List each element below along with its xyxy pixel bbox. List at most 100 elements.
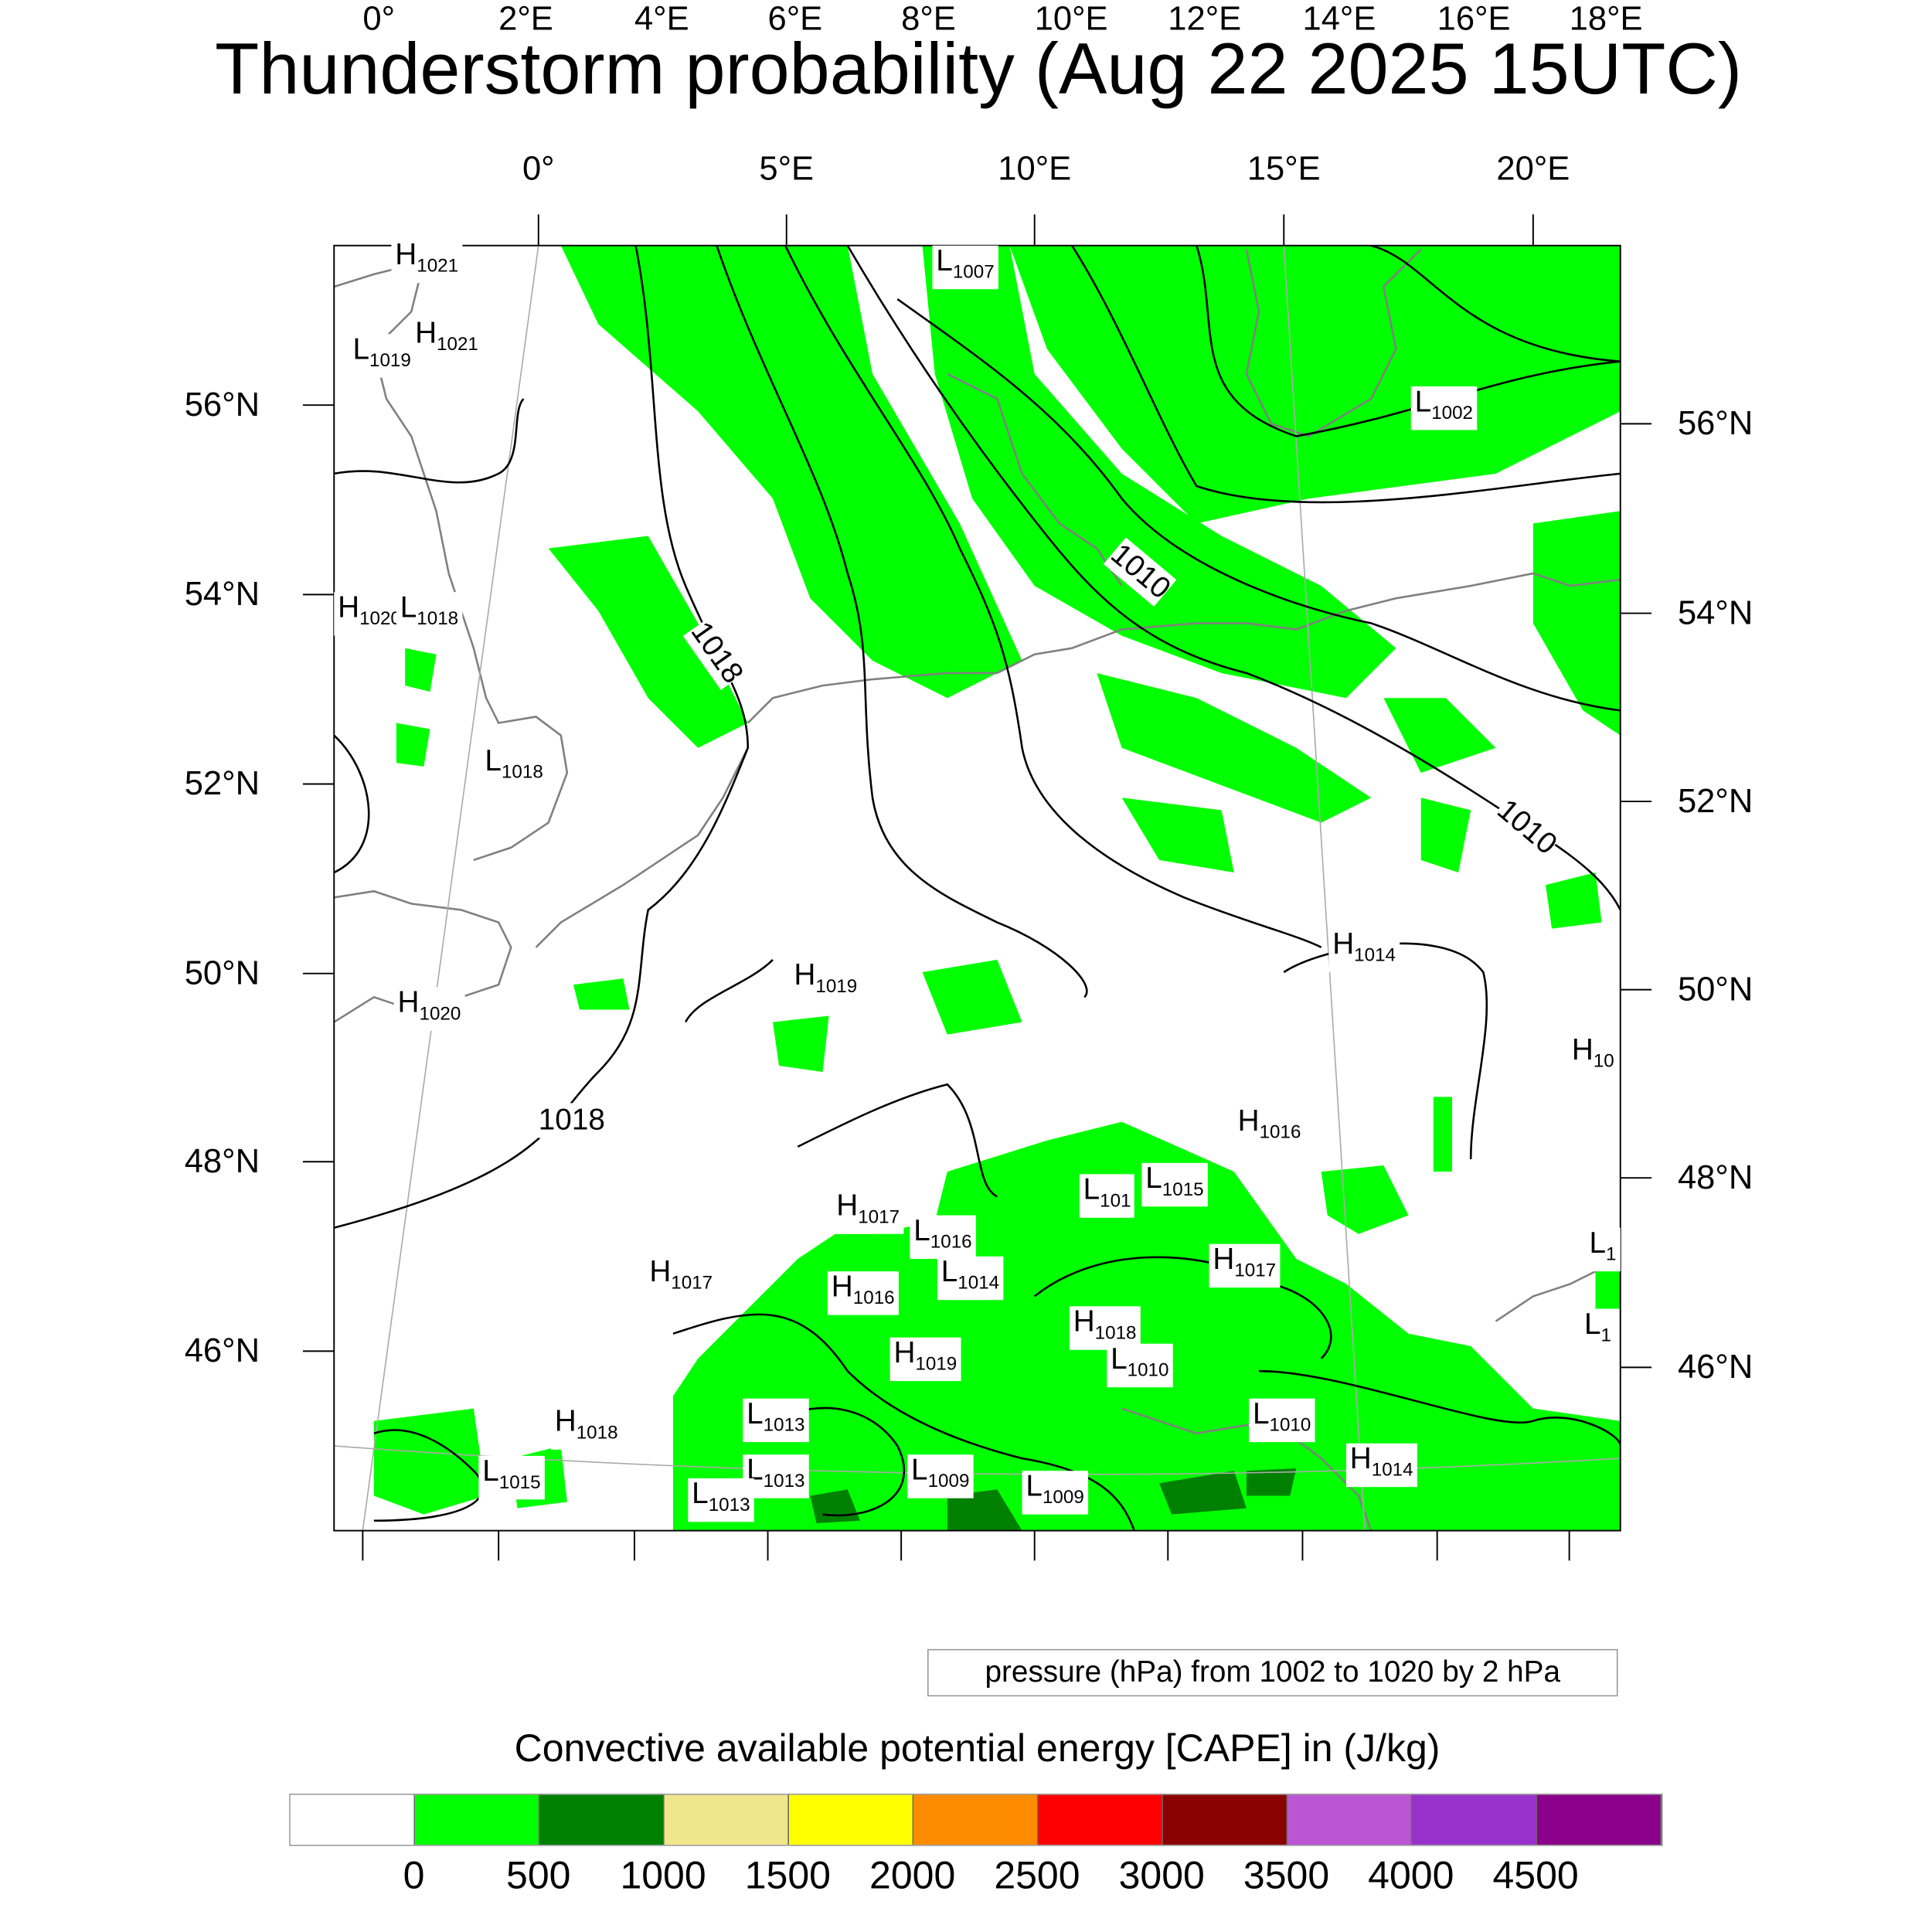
axis-label-right: 46°N	[1677, 1348, 1753, 1386]
colorbar-swatch	[1038, 1794, 1163, 1845]
pressure-type: H	[794, 958, 816, 992]
pressure-value: 1018	[501, 761, 543, 783]
colorbar-swatch	[1412, 1794, 1537, 1845]
colorbar-swatch	[913, 1794, 1039, 1845]
axis-label-top: 20°E	[1496, 149, 1570, 187]
high-pressure-label: H1021	[411, 316, 482, 362]
pressure-type: H	[395, 238, 417, 272]
axis-label-left: 48°N	[184, 1142, 260, 1180]
pressure-info-label: pressure (hPa) from 1002 to 1020 by 2 hP…	[927, 1648, 1618, 1697]
axis-label-right: 54°N	[1677, 594, 1753, 631]
pressure-type: H	[836, 1189, 859, 1223]
pressure-value: 1018	[576, 1422, 618, 1444]
axis-label-bottom: 2°E	[498, 0, 553, 38]
pressure-type: H	[1332, 927, 1355, 961]
high-pressure-label: H1020	[334, 590, 405, 636]
pressure-value: 1014	[1354, 944, 1396, 966]
axis-label-left: 52°N	[184, 764, 260, 802]
colorbar-tick-label: 0	[403, 1853, 425, 1897]
pressure-type: H	[397, 985, 420, 1020]
low-pressure-label: L1007	[932, 245, 998, 290]
low-pressure-label: L1010	[1107, 1343, 1173, 1388]
pressure-value: 1017	[858, 1206, 900, 1228]
colorbar-tick-label: 2500	[994, 1853, 1080, 1897]
pressure-value: 1	[1605, 1243, 1617, 1266]
high-pressure-label: H1016	[827, 1270, 899, 1315]
low-pressure-label: L1018	[481, 745, 547, 789]
pressure-type: H	[338, 590, 360, 625]
pressure-type: L	[482, 1454, 499, 1488]
pressure-type: L	[400, 590, 417, 625]
pressure-value: 1019	[369, 350, 411, 372]
cape-fill-light-green	[373, 245, 1621, 1531]
pressure-type: H	[649, 1255, 672, 1289]
pressure-value: 1	[1600, 1325, 1612, 1346]
pressure-type: L	[911, 1453, 928, 1488]
colorbar-swatch	[664, 1794, 789, 1845]
axis-label-bottom: 6°E	[767, 0, 823, 38]
pressure-value: 1019	[915, 1353, 957, 1376]
low-pressure-label: L1002	[1410, 386, 1477, 430]
axis-label-bottom: 18°E	[1569, 0, 1643, 38]
pressure-value: 1009	[927, 1471, 970, 1492]
high-pressure-label: H1017	[832, 1189, 903, 1234]
axis-label-right: 50°N	[1677, 970, 1753, 1009]
pressure-value: 1009	[1042, 1487, 1084, 1509]
colorbar-tick-label: 500	[506, 1853, 571, 1897]
high-pressure-label: H10	[1568, 1033, 1618, 1079]
pressure-value: 1018	[1094, 1322, 1137, 1344]
high-pressure-label: H1020	[393, 985, 465, 1031]
axis-label-bottom: 12°E	[1168, 0, 1242, 38]
pressure-type: L	[1583, 1307, 1601, 1342]
axis-label-left: 46°N	[184, 1332, 260, 1369]
pressure-type: L	[1083, 1172, 1100, 1207]
pressure-type: L	[1026, 1469, 1043, 1504]
colorbar-swatch	[1536, 1794, 1662, 1845]
pressure-value: 1002	[1431, 402, 1474, 424]
pressure-value: 1015	[498, 1471, 541, 1494]
colorbar-swatch	[290, 1794, 416, 1845]
low-pressure-label: L1015	[478, 1454, 545, 1500]
colorbar-swatch	[1162, 1794, 1288, 1845]
axis-label-bottom: 10°E	[1034, 0, 1108, 38]
pressure-type: H	[415, 316, 437, 351]
pressure-value: 1016	[852, 1287, 895, 1309]
colorbar-swatch	[1287, 1794, 1413, 1845]
high-pressure-label: H1016	[1233, 1105, 1305, 1150]
axis-label-right: 52°N	[1677, 782, 1753, 820]
low-pressure-label: L1016	[910, 1213, 976, 1260]
colorbar	[289, 1793, 1663, 1846]
high-pressure-label: H1017	[1209, 1243, 1280, 1288]
low-pressure-label: L1009	[1022, 1469, 1088, 1515]
pressure-value: 1016	[930, 1231, 972, 1253]
axis-label-bottom: 4°E	[634, 0, 689, 38]
pressure-type: L	[1589, 1226, 1606, 1260]
colorbar-title: Convective available potential energy [C…	[514, 1726, 1440, 1770]
high-pressure-label: H1018	[1069, 1306, 1141, 1350]
pressure-value: 1007	[952, 261, 995, 284]
pressure-value: 1015	[1162, 1179, 1204, 1201]
figure-title: Thunderstorm probability (Aug 22 2025 15…	[215, 29, 1743, 110]
axis-label-bottom: 14°E	[1302, 0, 1376, 38]
pressure-value: 1013	[708, 1494, 750, 1516]
pressure-value: 1010	[1269, 1414, 1311, 1437]
axis-label-left: 54°N	[184, 575, 260, 613]
pressure-value: 1020	[419, 1003, 461, 1025]
pressure-type: L	[1145, 1162, 1162, 1196]
axis-label-bottom: 8°E	[901, 0, 956, 38]
low-pressure-label: L1010	[1249, 1398, 1315, 1443]
pressure-type: H	[831, 1270, 853, 1304]
colorbar-tick-label: 4000	[1368, 1853, 1454, 1897]
axis-label-top: 5°E	[759, 149, 815, 187]
axis-label-right: 56°N	[1677, 404, 1753, 442]
pressure-type: H	[1571, 1033, 1594, 1067]
pressure-type: L	[913, 1213, 930, 1248]
pressure-value: 1013	[763, 1471, 805, 1492]
low-pressure-label: L1009	[907, 1453, 974, 1498]
axis-label-top: 15°E	[1247, 149, 1321, 187]
colorbar-swatch	[415, 1794, 540, 1845]
pressure-value: 1021	[417, 255, 459, 277]
colorbar-swatch	[539, 1794, 665, 1845]
